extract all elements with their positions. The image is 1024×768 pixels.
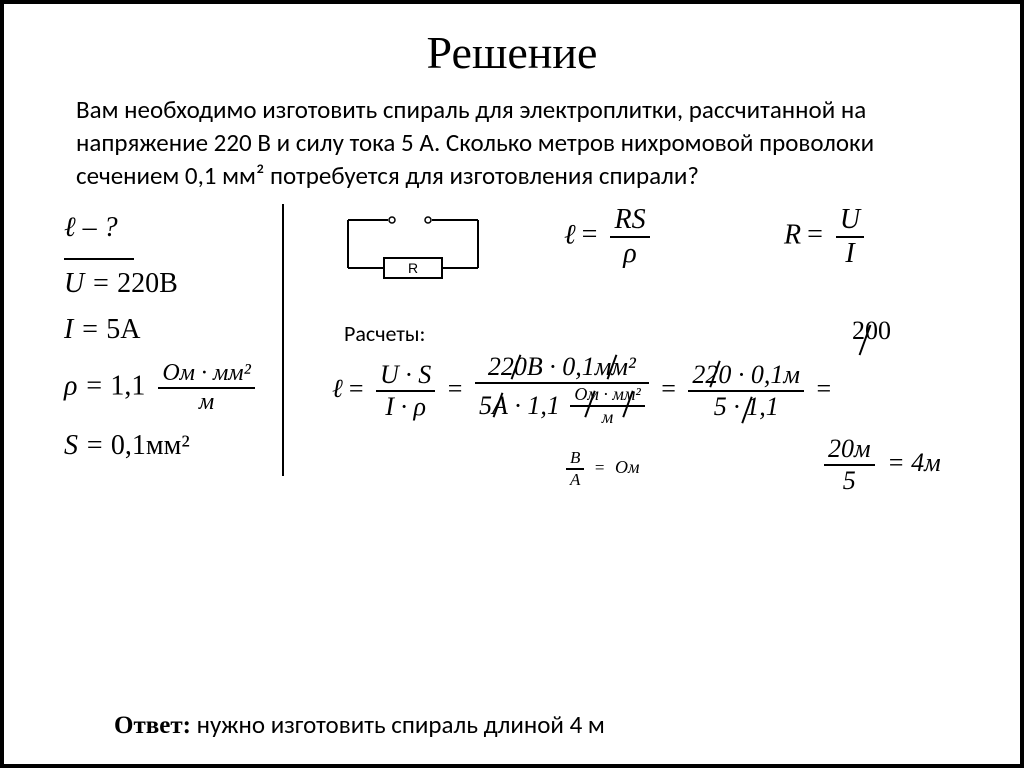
calc-den1b-num: Ом · мм² xyxy=(570,384,644,405)
u-num: U xyxy=(836,204,864,236)
r-den: 5 xyxy=(824,464,875,496)
i-val: 5А xyxy=(106,314,140,345)
result-4m: 20м 5 = 4м xyxy=(824,434,947,496)
find-row: ℓ – ? xyxy=(64,212,270,244)
two-hundred: 200 xyxy=(852,316,891,346)
s-row: S = 0,1мм² xyxy=(64,430,270,462)
answer-label: Ответ: xyxy=(114,712,191,739)
find-label: ℓ – ? xyxy=(64,212,118,243)
main-calc: ℓ= U · S I · ρ = 220В · 0,1мм² 5А · 1,1 … xyxy=(332,352,837,430)
i-den: I xyxy=(836,236,864,270)
om-text: Ом xyxy=(615,457,640,477)
answer-line: Ответ: нужно изготовить спираль длиной 4… xyxy=(114,709,605,740)
calc-num1: 220В · 0,1мм² xyxy=(475,352,649,382)
i-label: I = xyxy=(64,314,99,345)
u-val: 220В xyxy=(117,268,178,299)
rho-row: ρ = 1,1 Ом · мм² м xyxy=(64,360,270,416)
u-row: U = 220В xyxy=(64,268,270,300)
rho-val: 1,1 xyxy=(110,370,145,401)
given-divider xyxy=(64,258,134,260)
rho-den: ρ xyxy=(610,236,649,270)
formula-l: ℓ= RS ρ xyxy=(564,204,650,270)
s-label: S = xyxy=(64,430,104,461)
ba-den: A xyxy=(566,468,584,490)
circuit-diagram: R xyxy=(328,206,498,296)
calc-l: ℓ xyxy=(332,374,343,403)
given-block: ℓ – ? U = 220В I = 5А ρ = 1,1 Ом · мм² м… xyxy=(64,204,284,476)
s-val: 0,1мм² xyxy=(111,430,190,461)
calc-irho: I · ρ xyxy=(376,390,435,422)
small-unit-eq: B A = Ом xyxy=(566,448,639,490)
problem-statement: Вам необходимо изготовить спираль для эл… xyxy=(4,93,1020,192)
rs-num: RS xyxy=(610,204,649,236)
ba-num: B xyxy=(566,448,584,468)
calc-us: U · S xyxy=(376,360,435,390)
r-eq: = 4м xyxy=(881,448,947,477)
r-num: 20м xyxy=(824,434,875,464)
l-sym: ℓ xyxy=(564,219,576,250)
rho-unit-num: Ом · мм² xyxy=(158,360,254,387)
formula-r: R= U I xyxy=(784,204,864,270)
rho-label: ρ = xyxy=(64,370,103,401)
circuit-r-label: R xyxy=(408,260,418,276)
r-sym: R xyxy=(784,219,801,250)
calc-den1a: 5А · 1,1 xyxy=(479,391,560,420)
calc-label: Расчеты: xyxy=(344,320,425,347)
calc-den1b-den: м xyxy=(570,405,644,428)
u-label: U = xyxy=(64,268,110,299)
i-row: I = 5А xyxy=(64,314,270,346)
answer-text: нужно изготовить спираль длиной 4 м xyxy=(197,709,605,740)
page-title: Решение xyxy=(4,26,1020,79)
rho-unit-den: м xyxy=(158,387,254,416)
calc-num2: 220 · 0,1м xyxy=(688,360,804,390)
